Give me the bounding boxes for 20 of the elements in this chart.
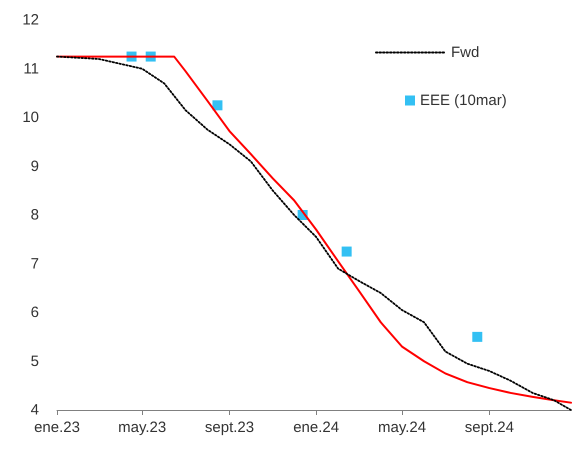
- x-tick-label: ene.23: [34, 419, 80, 436]
- x-tick-label: ene.24: [293, 419, 340, 436]
- point: [342, 246, 352, 257]
- x-tick-label: sept.23: [204, 419, 254, 436]
- y-tick-label: 12: [22, 12, 39, 28]
- point: [212, 100, 222, 110]
- legend-label: EEE (10mar): [420, 92, 507, 109]
- y-tick-label: 10: [22, 109, 39, 126]
- point: [472, 332, 482, 342]
- y-tick-label: 9: [30, 158, 39, 175]
- y-tick-label: 4: [30, 402, 39, 418]
- x-tick-label: sept.24: [464, 419, 514, 436]
- y-tick-label: 5: [30, 352, 39, 370]
- y-tick-label: 11: [23, 60, 39, 78]
- legend-label: Fwd: [451, 44, 480, 61]
- x-tick-label: may.23: [118, 419, 166, 436]
- y-tick-label: 7: [30, 255, 39, 272]
- x-tick-label: may.24: [378, 419, 426, 436]
- y-tick-label: 6: [30, 304, 39, 321]
- y-tick-label: 8: [30, 206, 39, 224]
